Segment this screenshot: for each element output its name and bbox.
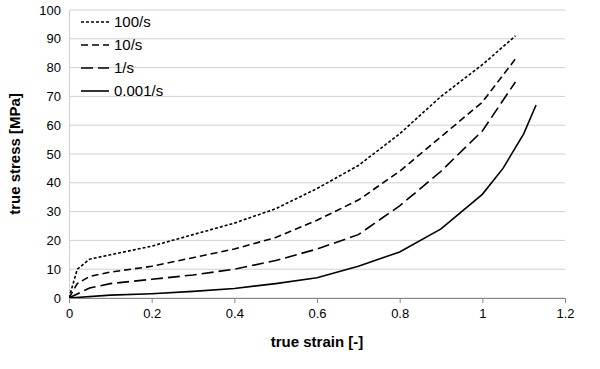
grid-line	[69, 67, 565, 68]
grid-line	[69, 211, 565, 212]
tick-mark	[565, 298, 566, 303]
x-tick: 1	[479, 298, 486, 321]
x-tick: 0	[66, 298, 73, 321]
x-axis-title: true strain [-]	[271, 333, 364, 350]
tick-label: 20	[47, 233, 61, 248]
series-line	[69, 82, 515, 298]
legend: 100/s 10/s 1/s 0.001/s	[81, 13, 163, 99]
y-tick: 20	[47, 233, 69, 248]
grid	[69, 10, 565, 298]
legend-label: 0.001/s	[114, 82, 163, 99]
lines	[69, 36, 536, 298]
legend-label: 100/s	[114, 13, 151, 30]
grid-line	[69, 125, 565, 126]
tick-label: 0.8	[391, 306, 409, 321]
y-tick: 100	[39, 3, 69, 18]
tick-label: 0	[54, 291, 61, 306]
x-axis: 0 0.2 0.4 0.6 0.8 1 1.2	[66, 298, 575, 321]
y-tick: 80	[47, 60, 69, 75]
x-tick: 0.6	[308, 298, 326, 321]
legend-swatch	[81, 21, 109, 23]
tick-label: 0.4	[226, 306, 244, 321]
tick-label: 60	[47, 118, 61, 133]
legend-swatch	[81, 90, 109, 92]
y-tick: 30	[47, 204, 69, 219]
tick-mark	[482, 298, 483, 303]
tick-label: 10	[47, 262, 61, 277]
x-tick: 1.2	[556, 298, 574, 321]
tick-label: 0.2	[143, 306, 161, 321]
axis-line	[70, 299, 566, 304]
tick-mark	[317, 298, 318, 303]
tick-mark	[234, 298, 235, 303]
legend-label: 10/s	[114, 36, 142, 53]
y-tick: 0	[54, 291, 69, 306]
series-line	[69, 36, 515, 298]
x-tick: 0.8	[391, 298, 409, 321]
legend-swatch	[81, 44, 109, 46]
tick-label: 1.2	[556, 306, 574, 321]
y-tick: 60	[47, 118, 69, 133]
tick-mark	[152, 298, 153, 303]
tick-mark	[69, 298, 70, 303]
tick-label: 100	[39, 3, 61, 18]
legend-swatch	[81, 67, 109, 69]
y-tick: 70	[47, 89, 69, 104]
legend-label: 1/s	[114, 59, 134, 76]
grid-line	[69, 240, 565, 241]
tick-label: 30	[47, 204, 61, 219]
x-tick: 0.2	[143, 298, 161, 321]
tick-label: 70	[47, 89, 61, 104]
tick-label: 90	[47, 31, 61, 46]
y-tick: 90	[47, 31, 69, 46]
series-line	[69, 105, 536, 298]
tick-mark	[400, 298, 401, 303]
y-tick: 10	[47, 262, 69, 277]
tick-label: 1	[479, 306, 486, 321]
grid-line	[69, 154, 565, 155]
x-tick: 0.4	[226, 298, 244, 321]
tick-label: 0.6	[308, 306, 326, 321]
tick-label: 40	[47, 175, 61, 190]
grid-line	[69, 38, 565, 39]
y-tick: 40	[47, 175, 69, 190]
axis-line	[69, 11, 70, 299]
tick-label: 0	[66, 306, 73, 321]
y-axis: 0 10 20 30 40 50 60 70 80 90 100	[39, 3, 69, 306]
y-tick: 50	[47, 147, 69, 162]
tick-label: 50	[47, 147, 61, 162]
chart: 0 0.2 0.4 0.6 0.8 1 1.2 0 10 20 30 40 50 60 70 80 90 100 1…	[0, 0, 600, 369]
plot: 0 0.2 0.4 0.6 0.8 1 1.2 0 10 20 30 40 50 60 70 80 90 100 1…	[39, 3, 574, 321]
grid-line	[69, 269, 565, 270]
y-axis-title: true stress [MPa]	[6, 93, 23, 215]
grid-line	[69, 10, 565, 11]
series-line	[69, 59, 515, 298]
tick-label: 80	[47, 60, 61, 75]
